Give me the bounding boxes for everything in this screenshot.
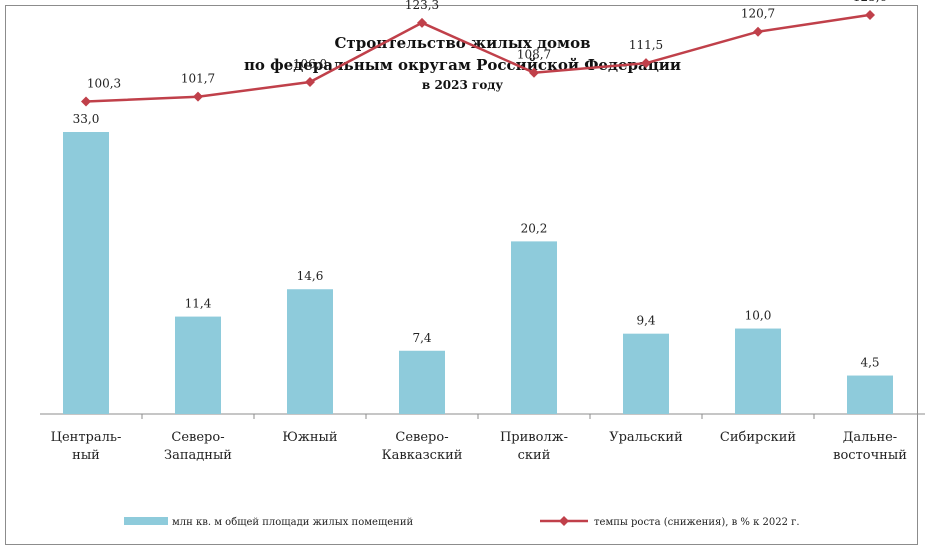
line-data-label-4: 108,7 xyxy=(517,48,551,62)
bar-2 xyxy=(287,289,333,414)
category-label-6: Сибирский xyxy=(720,430,796,445)
line-point-1 xyxy=(193,91,203,102)
bar-data-label-7: 4,5 xyxy=(860,356,879,370)
growth-rate-line xyxy=(85,13,871,103)
line-point-2 xyxy=(305,76,315,87)
legend-line-marker xyxy=(559,516,569,526)
category-label-2: Южный xyxy=(282,430,337,445)
line-data-label-7: 125,6 xyxy=(853,0,887,4)
bar-data-label-6: 10,0 xyxy=(745,309,772,323)
bar-0 xyxy=(63,132,109,414)
line-point-3 xyxy=(417,17,427,28)
bar-data-label-5: 9,4 xyxy=(636,314,655,328)
category-label-0: Централь- xyxy=(51,430,122,445)
line-data-label-1: 101,7 xyxy=(181,72,215,86)
chart-title-line-1: Строительство жилых домов xyxy=(334,34,591,52)
bar-3 xyxy=(399,350,445,414)
chart-frame xyxy=(5,5,918,545)
line-point-5 xyxy=(641,58,651,69)
legend-bar-label: млн кв. м общей площади жилых помещений xyxy=(172,517,413,528)
category-label-1: Западный xyxy=(164,448,232,463)
line-data-label-0: 100,3 xyxy=(87,76,121,90)
category-label-0: ный xyxy=(72,448,100,463)
category-label-4: ский xyxy=(518,448,551,463)
line-point-6 xyxy=(753,26,763,37)
category-label-1: Северо- xyxy=(171,430,224,445)
bar-7 xyxy=(847,375,893,414)
bar-data-label-1: 11,4 xyxy=(185,297,212,311)
bar-5 xyxy=(623,333,669,414)
bar-data-label-0: 33,0 xyxy=(73,112,100,126)
bar-data-label-4: 20,2 xyxy=(521,221,548,235)
line-data-label-2: 106,0 xyxy=(293,57,327,71)
bar-6 xyxy=(735,328,781,414)
line-point-0 xyxy=(81,96,91,107)
bar-data-label-3: 7,4 xyxy=(412,331,431,345)
category-label-7: Дальне- xyxy=(843,430,897,445)
line-data-label-3: 123,3 xyxy=(405,0,439,12)
legend-line-label: темпы роста (снижения), в % к 2022 г. xyxy=(594,517,800,528)
line-point-7 xyxy=(865,9,875,20)
line-data-label-6: 120,7 xyxy=(741,7,775,21)
category-label-5: Уральский xyxy=(609,430,683,445)
category-label-3: Кавказский xyxy=(382,448,463,463)
category-label-7: восточный xyxy=(833,448,907,463)
bar-4 xyxy=(511,241,557,414)
category-label-3: Северо- xyxy=(395,430,448,445)
line-point-4 xyxy=(529,67,539,78)
bar-1 xyxy=(175,316,221,414)
chart-title-line-3: в 2023 году xyxy=(421,78,504,92)
bar-data-label-2: 14,6 xyxy=(297,269,324,283)
category-label-4: Приволж- xyxy=(500,430,568,445)
line-data-label-5: 111,5 xyxy=(629,38,663,52)
legend-bar-swatch xyxy=(124,517,168,525)
